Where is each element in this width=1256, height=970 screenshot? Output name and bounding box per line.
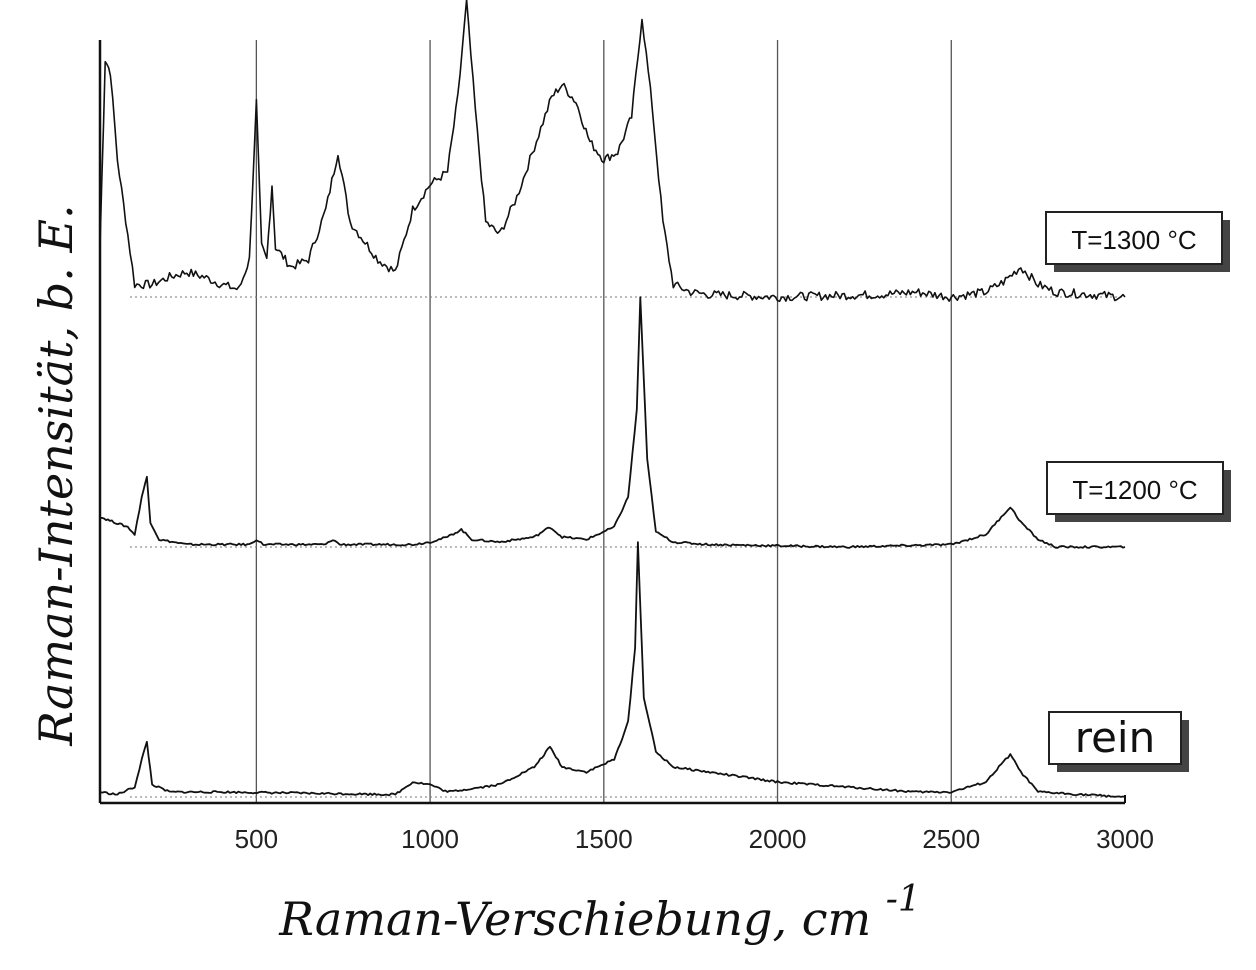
x-tick-label-3000: 3000 — [1096, 824, 1154, 854]
grid-lines — [255, 40, 1126, 803]
axes — [98, 40, 1125, 805]
x-tick-label-2000: 2000 — [749, 824, 807, 854]
x-tick-label-1500: 1500 — [575, 824, 633, 854]
x-tick-labels: 500 1000 1500 2000 2500 3000 — [235, 824, 1154, 854]
spectrum-line-1 — [99, 296, 1126, 549]
spectra — [99, 0, 1126, 798]
x-axis-label: Raman-Verschiebung, cm — [278, 892, 871, 946]
x-tick-label-500: 500 — [235, 824, 278, 854]
label-box-1200: T=1200 °C — [1046, 461, 1231, 522]
series-label-1200: T=1200 °C — [1072, 475, 1197, 505]
spectrum-line-0 — [99, 0, 1126, 303]
x-axis-label-sup: -1 — [886, 879, 921, 920]
svg-text:Raman-Verschiebung, cm -1: Raman-Verschiebung, cm -1 — [278, 879, 921, 946]
label-box-rein: rein — [1048, 711, 1189, 772]
spectrum-line-2 — [99, 541, 1126, 798]
series-label-1300: T=1300 °C — [1071, 225, 1196, 255]
x-tick-label-2500: 2500 — [922, 824, 980, 854]
series-label-rein: rein — [1075, 713, 1155, 762]
label-box-1300: T=1300 °C — [1045, 211, 1230, 272]
y-axis-label: Raman-Intensität, b. E. — [29, 204, 83, 746]
x-tick-label-1000: 1000 — [401, 824, 459, 854]
